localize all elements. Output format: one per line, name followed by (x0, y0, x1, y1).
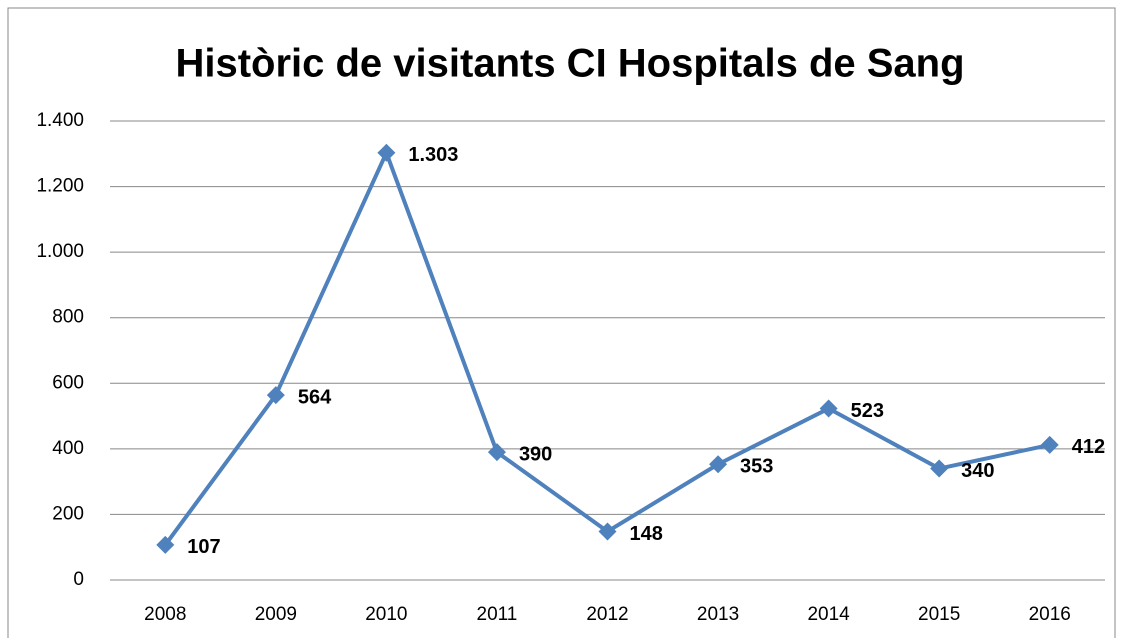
x-tick-label: 2011 (477, 604, 518, 625)
y-tick-label: 1.200 (36, 176, 84, 197)
x-tick-label: 2009 (255, 604, 297, 625)
marker (1040, 435, 1059, 454)
x-tick-label: 2012 (586, 604, 628, 625)
y-tick-label: 1.000 (36, 241, 84, 262)
chart-border (7, 7, 1116, 638)
marker (598, 522, 617, 541)
value-label: 412 (1072, 436, 1105, 458)
y-tick-label: 0 (73, 569, 84, 590)
x-tick-label: 2008 (144, 604, 186, 625)
y-tick-label: 800 (52, 307, 84, 328)
x-tick-label: 2016 (1029, 604, 1071, 625)
marker (266, 386, 285, 405)
y-tick-label: 400 (52, 438, 84, 459)
y-tick-label: 600 (52, 372, 84, 393)
x-tick-label: 2014 (807, 604, 850, 625)
x-tick-label: 2015 (918, 604, 960, 625)
value-label: 353 (740, 456, 773, 478)
x-tick-label: 2013 (697, 604, 739, 625)
marker (930, 459, 949, 478)
y-tick-label: 1.400 (36, 110, 84, 131)
marker (487, 443, 506, 462)
value-label: 340 (961, 460, 994, 482)
x-tick-label: 2010 (365, 604, 407, 625)
marker (377, 143, 396, 162)
marker (819, 399, 838, 418)
value-label: 148 (630, 523, 663, 545)
value-label: 523 (851, 400, 884, 422)
chart-title: Històric de visitants CI Hospitals de Sa… (175, 42, 964, 86)
marker (156, 535, 175, 554)
value-label: 564 (298, 386, 332, 408)
y-tick-label: 200 (52, 503, 84, 524)
marker (709, 455, 728, 474)
value-label: 390 (519, 443, 552, 465)
value-label: 107 (187, 536, 220, 558)
value-label: 1.303 (408, 144, 458, 166)
